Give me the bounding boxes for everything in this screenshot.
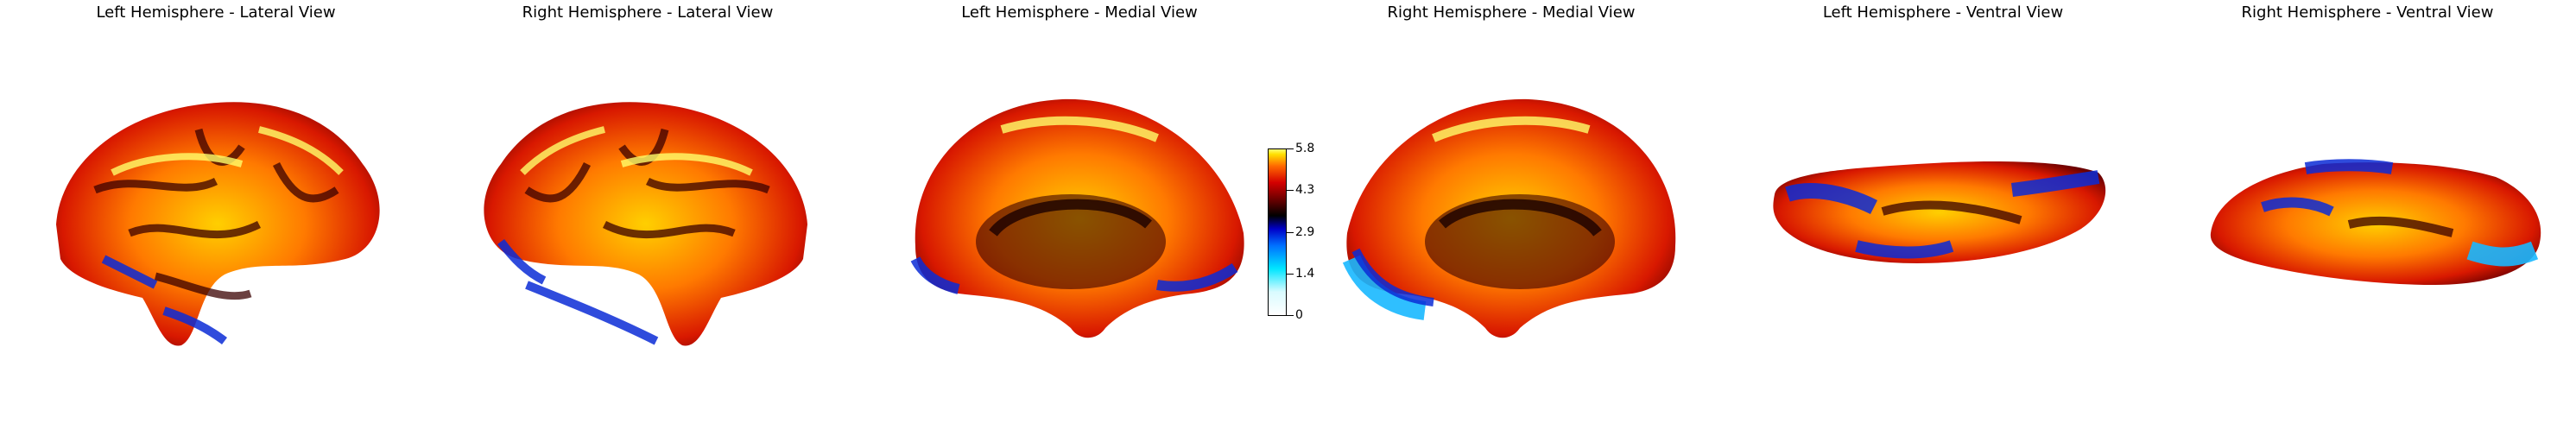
panel-title: Left Hemisphere - Medial View: [961, 3, 1198, 22]
panel-title: Right Hemisphere - Medial View: [1387, 3, 1636, 22]
colorbar-tick: [1287, 232, 1294, 233]
brain-surface-left-ventral: [1773, 161, 2106, 263]
panel-right-ventral: Right Hemisphere - Ventral View: [2159, 0, 2576, 442]
brain-surface-left-medial: [910, 98, 1244, 338]
panel-title: Left Hemisphere - Lateral View: [96, 3, 336, 22]
brain-surface-right-medial: [1342, 98, 1676, 338]
colorbar-tick-label: 5.8: [1295, 142, 1315, 155]
brain-surface-right-lateral: [484, 102, 807, 346]
panel-left-medial: Left Hemisphere - Medial View: [864, 0, 1295, 442]
panel-title: Right Hemisphere - Ventral View: [2241, 3, 2494, 22]
colorbar-tick: [1287, 148, 1294, 149]
panel-left-ventral: Left Hemisphere - Ventral View: [1727, 0, 2159, 442]
panel-title: Left Hemisphere - Ventral View: [1822, 3, 2064, 22]
colorbar-tick: [1287, 315, 1294, 316]
panel-right-lateral: Right Hemisphere - Lateral View: [432, 0, 864, 442]
colorbar-tick-label: 1.4: [1295, 267, 1315, 281]
colorbar: [1268, 148, 1287, 316]
colorbar-tick-label: 2.9: [1295, 225, 1315, 239]
brain-surface-right-ventral: [2210, 159, 2541, 285]
panel-title: Right Hemisphere - Lateral View: [522, 3, 774, 22]
panel-right-medial: Right Hemisphere - Medial View: [1295, 0, 1727, 442]
brain-surface-left-lateral: [56, 102, 380, 346]
panel-left-lateral: Left Hemisphere - Lateral View: [0, 0, 432, 442]
colorbar-tick: [1287, 274, 1294, 275]
colorbar-tick-label: 0: [1295, 308, 1303, 322]
colorbar-tick: [1287, 190, 1294, 191]
colorbar-tick-label: 4.3: [1295, 183, 1315, 197]
